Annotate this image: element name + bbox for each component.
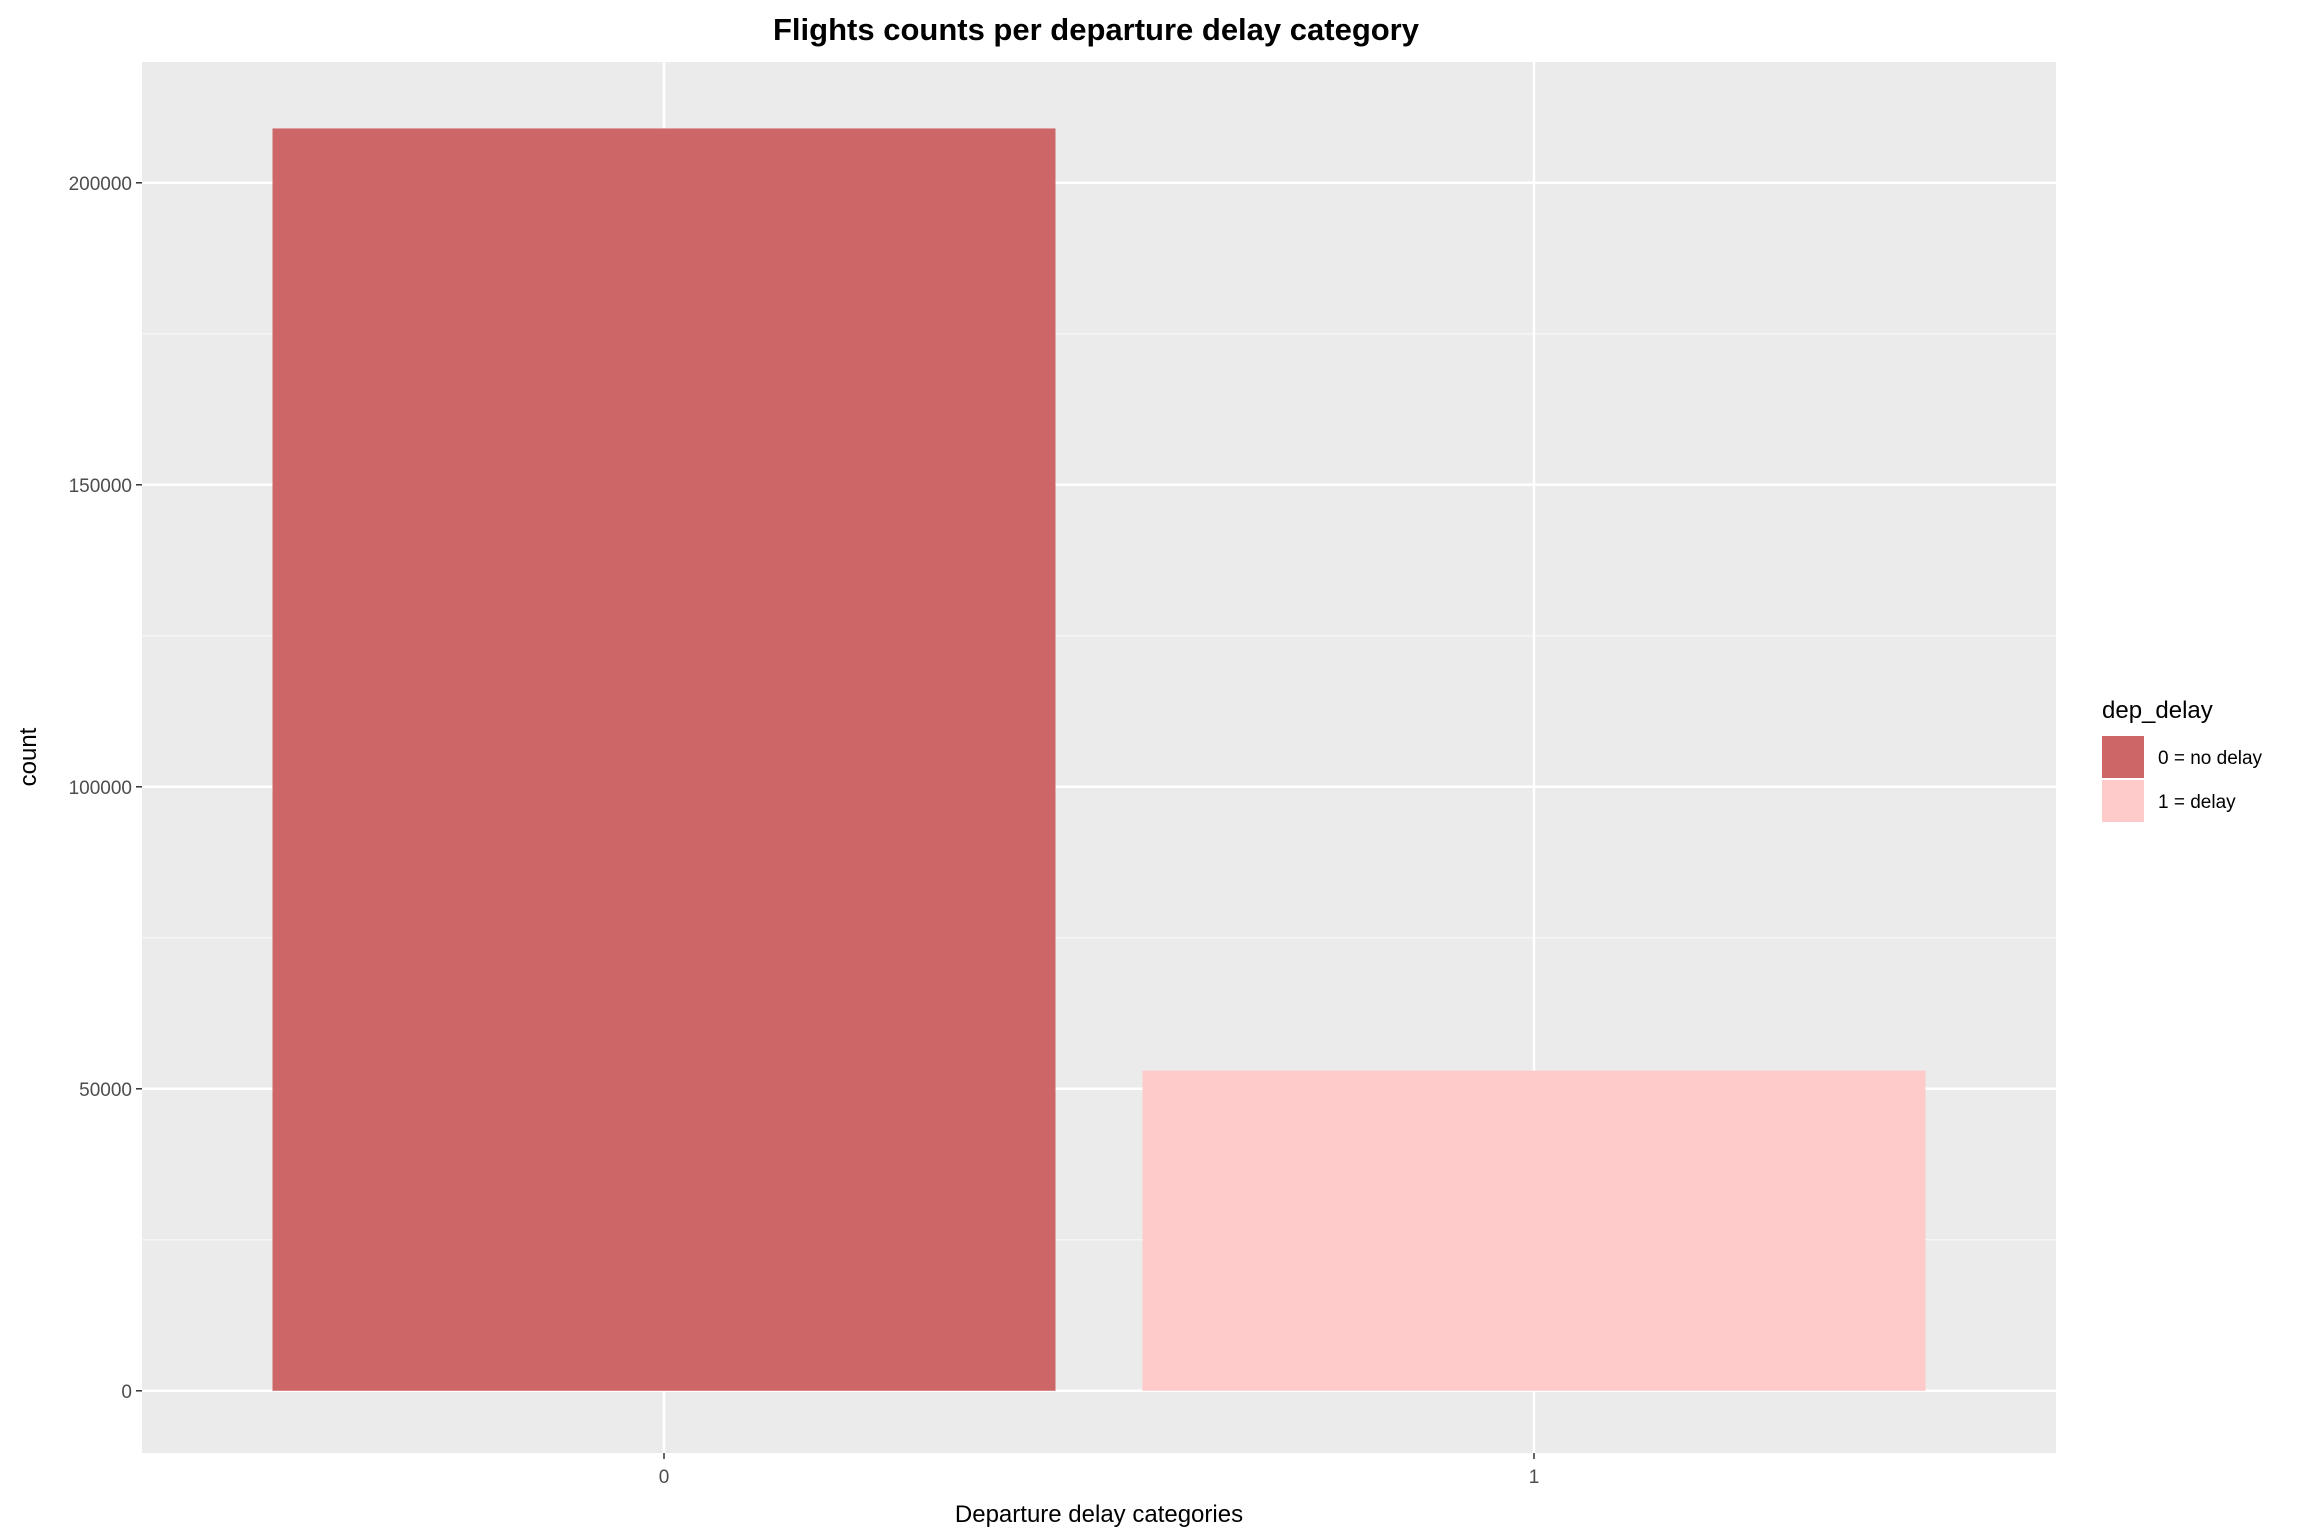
bar-0 bbox=[272, 128, 1056, 1391]
x-tick-label: 1 bbox=[1529, 1467, 1540, 1488]
chart-title: Flights counts per departure delay categ… bbox=[773, 12, 1420, 47]
legend-title: dep_delay bbox=[2102, 697, 2213, 724]
y-tick-label: 100000 bbox=[69, 778, 132, 799]
legend: dep_delay 0 = no delay 1 = delay bbox=[2102, 697, 2263, 822]
x-axis-title: Departure delay categories bbox=[955, 1501, 1243, 1528]
bars bbox=[272, 128, 1926, 1391]
y-axis-ticks: 0 50000 100000 150000 200000 bbox=[69, 174, 142, 1403]
legend-label: 1 = delay bbox=[2158, 792, 2236, 813]
y-tick-label: 0 bbox=[121, 1382, 132, 1403]
legend-label: 0 = no delay bbox=[2158, 748, 2263, 769]
y-tick-label: 50000 bbox=[79, 1080, 132, 1101]
y-tick-label: 200000 bbox=[69, 174, 132, 195]
y-tick-label: 150000 bbox=[69, 476, 132, 497]
legend-entries: 0 = no delay 1 = delay bbox=[2102, 736, 2263, 822]
x-tick-label: 0 bbox=[659, 1467, 670, 1488]
y-axis-title: count bbox=[15, 727, 42, 786]
bar-1 bbox=[1142, 1070, 1926, 1391]
legend-key bbox=[2102, 736, 2144, 778]
legend-key bbox=[2102, 780, 2144, 822]
